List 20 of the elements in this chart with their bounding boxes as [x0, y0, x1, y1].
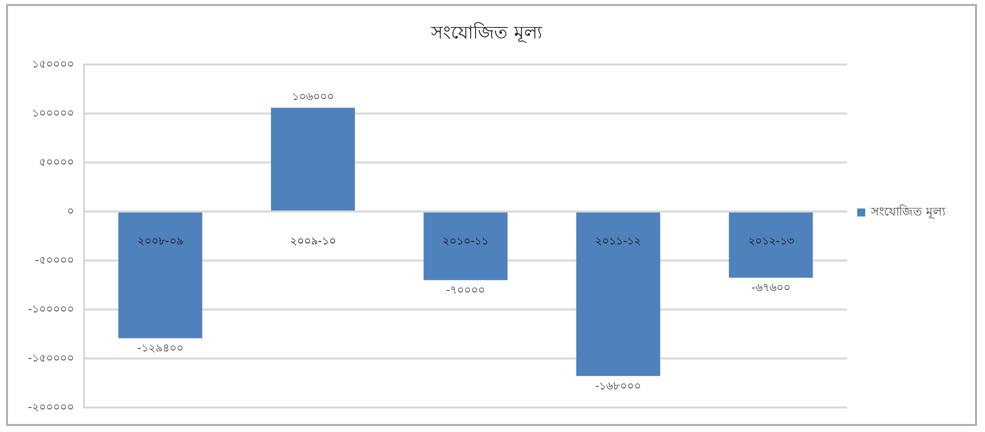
- x-tick-label: ২০০৮-০৯: [137, 234, 184, 248]
- x-tick-label: ২০১১-১২: [595, 234, 642, 248]
- data-label: ১০৬০০০: [292, 90, 334, 104]
- y-tick-label: -৫০০০০: [34, 253, 74, 266]
- y-tick-label: -২০০০০০: [28, 400, 74, 414]
- data-label: -১২৯৪০০: [137, 342, 184, 355]
- chart-title: সংযোজিত মূল্য: [430, 22, 543, 44]
- legend-label: সংযোজিত মূল্য: [870, 204, 946, 220]
- data-label: -৬৭৬০০: [751, 281, 790, 294]
- data-label: -৭০০০০: [446, 283, 486, 296]
- y-tick-label: -১০০০০০: [28, 302, 74, 316]
- y-tick-label: ০: [66, 204, 74, 218]
- x-tick-label: ২০১০-১১: [442, 234, 489, 248]
- y-tick-label: ১৫০০০০: [32, 57, 74, 70]
- y-tick-label: ৫০০০০: [38, 155, 74, 168]
- data-label: -১৬৮০০০: [595, 379, 642, 392]
- x-tick-label: ২০০৯-১০: [290, 234, 336, 248]
- y-tick-label: -১৫০০০০: [28, 351, 74, 364]
- y-tick-label: ১০০০০০: [32, 106, 74, 120]
- x-tick-label: ২০১২-১৩: [748, 234, 794, 248]
